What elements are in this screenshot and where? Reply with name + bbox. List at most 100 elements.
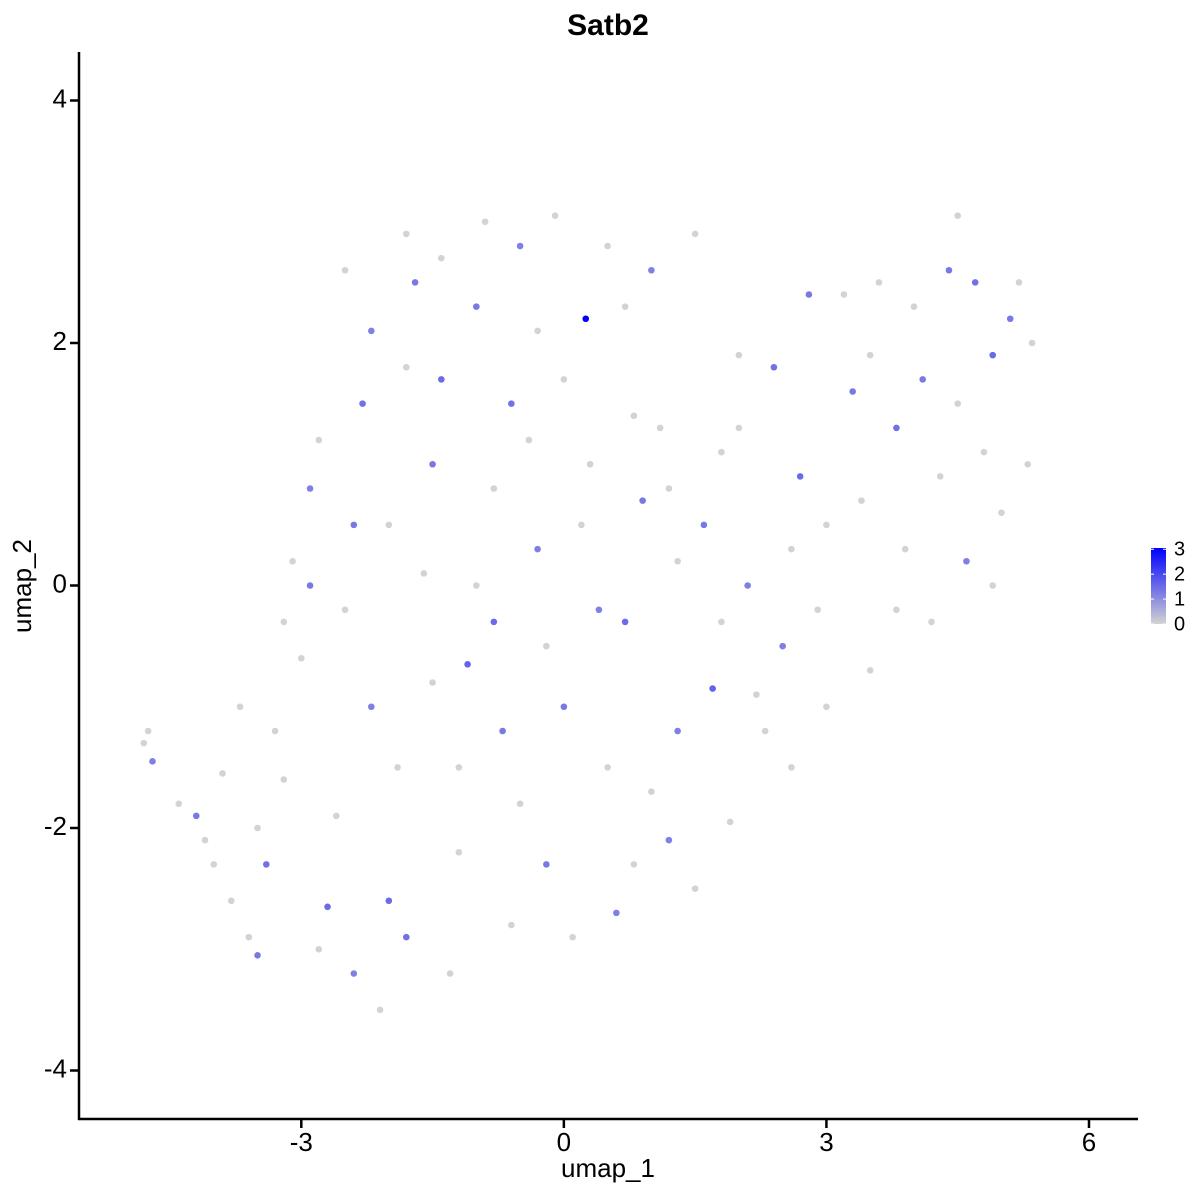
point [569, 933, 576, 941]
point [201, 836, 209, 844]
point [858, 497, 865, 504]
point [560, 703, 568, 711]
point [438, 254, 445, 262]
point [534, 545, 541, 553]
point [420, 570, 428, 577]
point [963, 557, 970, 565]
point [403, 933, 410, 941]
point [210, 861, 218, 868]
point [582, 315, 590, 323]
point [175, 800, 183, 808]
point [271, 727, 279, 735]
point [192, 812, 200, 820]
colorbar-label: 0 [1174, 613, 1185, 635]
point [866, 351, 874, 359]
point [429, 460, 436, 468]
y-tick-label: 0 [53, 568, 67, 598]
point [954, 212, 962, 219]
point [604, 242, 611, 250]
point [144, 727, 152, 735]
point [341, 266, 349, 274]
point [691, 885, 699, 892]
point [796, 473, 804, 480]
point [779, 642, 786, 650]
point [403, 363, 410, 371]
point [744, 582, 751, 589]
point [866, 667, 874, 674]
point [1028, 339, 1036, 347]
point [543, 642, 550, 650]
point [306, 485, 314, 492]
point [613, 909, 620, 917]
x-tick-label: 6 [1082, 1127, 1096, 1157]
point [429, 679, 436, 686]
point [350, 521, 358, 529]
point [595, 606, 603, 614]
point [936, 473, 944, 480]
point [438, 376, 445, 383]
point [753, 691, 760, 698]
point [543, 861, 550, 868]
point [910, 303, 918, 310]
point [735, 424, 743, 432]
y-axis-title: umap_2 [7, 539, 37, 633]
point [280, 776, 288, 783]
point [262, 861, 270, 868]
point [823, 703, 830, 711]
colorbar-label: 3 [1174, 539, 1185, 561]
point [298, 654, 305, 662]
point [805, 291, 813, 298]
point [735, 351, 743, 359]
point [368, 703, 375, 711]
point [455, 848, 463, 856]
point [971, 279, 979, 286]
point [823, 521, 830, 529]
point [665, 485, 673, 492]
point [788, 545, 795, 553]
point [578, 521, 585, 529]
point [945, 266, 953, 274]
point [350, 970, 358, 977]
x-tick-label: -3 [290, 1127, 313, 1157]
point [560, 376, 568, 383]
point [840, 291, 848, 298]
point [980, 448, 988, 456]
point [315, 945, 323, 953]
point [525, 436, 533, 444]
point [490, 485, 498, 492]
y-tick-label: -4 [44, 1053, 67, 1083]
y-tick-label: -2 [44, 811, 67, 841]
point [639, 497, 646, 504]
point [1006, 315, 1014, 323]
point [551, 212, 559, 219]
chart-title: Satb2 [567, 9, 649, 42]
point [709, 685, 716, 692]
point [1015, 279, 1023, 286]
point [726, 818, 734, 826]
point [761, 727, 769, 735]
point [586, 460, 594, 468]
colorbar-label: 2 [1174, 563, 1185, 585]
point [893, 606, 900, 614]
point [875, 279, 883, 286]
point [893, 424, 900, 432]
point [648, 266, 655, 274]
point [254, 952, 261, 959]
point [788, 764, 795, 771]
x-axis-title: umap_1 [561, 1153, 655, 1183]
point [499, 727, 506, 735]
point [989, 582, 997, 589]
point [718, 448, 725, 456]
point [149, 758, 156, 765]
point [411, 279, 419, 286]
point [919, 376, 926, 383]
point [814, 606, 821, 614]
point [227, 897, 235, 905]
point [1024, 460, 1032, 468]
point [630, 861, 638, 868]
point [385, 521, 393, 529]
point [630, 412, 638, 420]
point [691, 230, 699, 238]
point [473, 303, 480, 310]
